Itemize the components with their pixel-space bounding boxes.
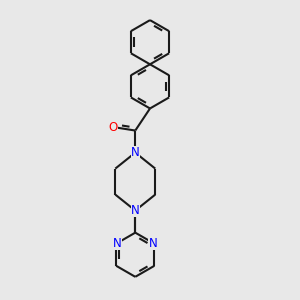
- Text: N: N: [148, 237, 157, 250]
- Text: O: O: [109, 121, 118, 134]
- Text: N: N: [113, 237, 122, 250]
- Text: N: N: [131, 204, 140, 217]
- Text: N: N: [131, 146, 140, 159]
